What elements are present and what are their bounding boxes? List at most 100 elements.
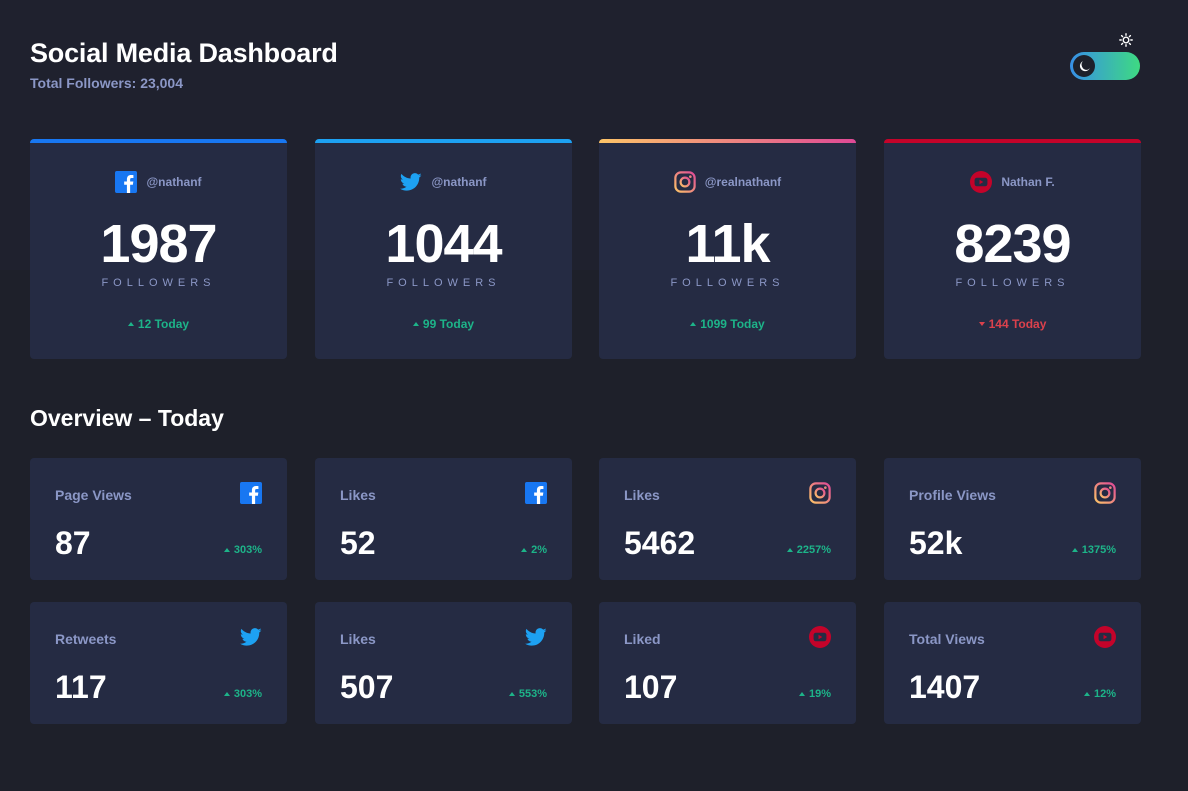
toggle-knob (1073, 55, 1095, 77)
dark-mode-toggle[interactable] (1070, 52, 1140, 80)
overview-card[interactable]: Page Views 87 303% (30, 458, 287, 580)
follower-card-facebook[interactable]: @nathanf 1987 FOLLOWERS 12 Today (30, 139, 287, 359)
overview-card[interactable]: Profile Views 52k 1375% (884, 458, 1141, 580)
overview-delta: 553% (508, 688, 547, 700)
sun-icon (1119, 33, 1133, 47)
overview-delta-text: 553% (518, 688, 547, 700)
overview-delta-text: 19% (808, 688, 831, 700)
followers-label: FOLLOWERS (955, 277, 1070, 289)
follower-card-youtube[interactable]: Nathan F. 8239 FOLLOWERS 144 Today (884, 139, 1141, 359)
card-accent-bar (315, 139, 572, 143)
overview-delta-text: 1375% (1081, 544, 1116, 556)
followers-label: FOLLOWERS (101, 277, 216, 289)
youtube-icon (809, 626, 831, 648)
facebook-icon (525, 482, 547, 504)
theme-toggle-group (1070, 33, 1142, 81)
follower-card-twitter[interactable]: @nathanf 1044 FOLLOWERS 99 Today (315, 139, 572, 359)
overview-label: Likes (624, 487, 660, 503)
twitter-icon (400, 171, 422, 193)
overview-value: 117 (55, 669, 107, 705)
follower-delta: 1099 Today (599, 317, 856, 331)
follower-delta-text: 1099 Today (700, 317, 765, 331)
overview-delta: 1375% (1071, 544, 1116, 556)
overview-delta-text: 303% (233, 688, 262, 700)
arrow-up-icon (412, 322, 419, 326)
overview-delta: 12% (1083, 688, 1116, 700)
card-handle-text: @realnathanf (704, 175, 782, 189)
follower-count: 11k (685, 214, 770, 274)
youtube-icon (970, 171, 992, 193)
twitter-icon (240, 626, 262, 648)
facebook-icon (240, 482, 262, 504)
overview-value: 52 (340, 525, 376, 561)
overview-card[interactable]: Retweets 117 303% (30, 602, 287, 724)
instagram-icon (809, 482, 831, 504)
header: Social Media Dashboard Total Followers: … (30, 38, 338, 91)
overview-delta-text: 2257% (796, 544, 831, 556)
arrow-up-icon (786, 548, 793, 552)
card-handle-text: @nathanf (431, 175, 487, 189)
overview-label: Likes (340, 487, 376, 503)
overview-value: 87 (55, 525, 91, 561)
arrow-up-icon (798, 692, 805, 696)
overview-delta: 2% (521, 544, 547, 556)
card-handle-text: @nathanf (146, 175, 202, 189)
overview-card[interactable]: Total Views 1407 12% (884, 602, 1141, 724)
overview-label: Profile Views (909, 487, 996, 503)
overview-value: 107 (624, 669, 678, 705)
card-handle-text: Nathan F. (1001, 175, 1055, 189)
card-accent-bar (884, 139, 1141, 143)
overview-card[interactable]: Likes 52 2% (315, 458, 572, 580)
overview-value: 1407 (909, 669, 981, 705)
follower-count: 1987 (100, 214, 217, 274)
youtube-icon (1094, 626, 1116, 648)
card-accent-bar (30, 139, 287, 143)
followers-label: FOLLOWERS (386, 277, 501, 289)
overview-card[interactable]: Liked 107 19% (599, 602, 856, 724)
overview-delta-text: 303% (233, 544, 262, 556)
card-handle: @nathanf (315, 171, 572, 193)
arrow-up-icon (521, 548, 528, 552)
total-followers: Total Followers: 23,004 (30, 75, 184, 91)
overview-value: 52k (909, 525, 963, 561)
arrow-up-icon (690, 322, 697, 326)
arrow-up-icon (1071, 548, 1078, 552)
arrow-up-icon (127, 322, 134, 326)
overview-label: Page Views (55, 487, 132, 503)
follower-delta: 12 Today (30, 317, 287, 331)
overview-card[interactable]: Likes 507 553% (315, 602, 572, 724)
instagram-icon (674, 171, 696, 193)
overview-delta-text: 2% (531, 544, 547, 556)
instagram-icon (1094, 482, 1116, 504)
overview-title: Overview – Today (30, 405, 224, 431)
overview-label: Total Views (909, 631, 985, 647)
overview-delta: 303% (223, 688, 262, 700)
card-handle: Nathan F. (884, 171, 1141, 193)
overview-value: 5462 (624, 525, 696, 561)
follower-count: 1044 (385, 214, 502, 274)
overview-label: Liked (624, 631, 661, 647)
overview-label: Retweets (55, 631, 117, 647)
follower-delta: 144 Today (884, 317, 1141, 331)
overview-value: 507 (340, 669, 394, 705)
card-handle: @nathanf (30, 171, 287, 193)
overview-delta-text: 12% (1093, 688, 1116, 700)
follower-card-instagram[interactable]: @realnathanf 11k FOLLOWERS 1099 Today (599, 139, 856, 359)
overview-delta: 303% (223, 544, 262, 556)
follower-delta-text: 99 Today (422, 317, 475, 331)
page-title: Social Media Dashboard (30, 38, 338, 68)
overview-delta: 19% (798, 688, 831, 700)
overview-delta: 2257% (786, 544, 831, 556)
arrow-up-icon (223, 692, 230, 696)
facebook-icon (115, 171, 137, 193)
followers-label: FOLLOWERS (670, 277, 785, 289)
follower-count: 8239 (954, 214, 1071, 274)
arrow-down-icon (978, 322, 985, 326)
overview-card[interactable]: Likes 5462 2257% (599, 458, 856, 580)
card-accent-bar (599, 139, 856, 143)
follower-delta-text: 144 Today (988, 317, 1047, 331)
follower-delta-text: 12 Today (137, 317, 190, 331)
moon-icon (1079, 60, 1090, 71)
card-handle: @realnathanf (599, 171, 856, 193)
